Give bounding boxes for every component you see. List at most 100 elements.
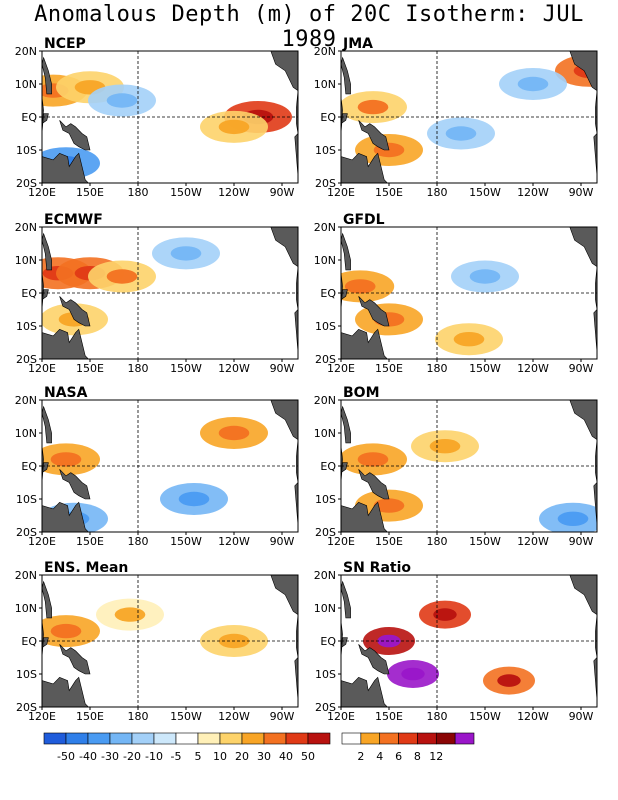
colorbar-label: 20 [235,750,249,763]
panel-title: ENS. Mean [44,560,128,576]
x-tick-label: 90W [569,186,594,199]
landmass-4 [42,113,49,134]
snr-colorbar: 2 4 6 8 12 [341,732,475,763]
anomaly-core-5 [106,93,138,108]
page-title: Anomalous Depth (m) of 20C Isotherm: JUL… [34,2,584,52]
land-layer [42,575,298,707]
x-tick-label: 180 [128,535,149,548]
x-tick-label: 120E [28,186,56,199]
y-tick-label: 10N [314,78,336,91]
x-tick-label: 150E [375,362,403,375]
y-tick-label: 10S [16,668,37,681]
landmass-0 [42,152,89,183]
landmass-1 [59,469,91,500]
landmass-6 [294,657,298,701]
x-tick-label: 150E [76,186,104,199]
anomaly-core-2 [178,491,210,507]
field-layer [341,260,519,356]
x-tick-label: 120E [28,535,56,548]
anomaly-colorbar: -50 -40 -30 -20 -10 -5 5 10 20 30 40 50 [43,732,331,763]
colorbar-label: 8 [414,750,421,763]
landmass-1 [358,120,390,151]
field-layer [42,237,220,336]
colorbar-label: -30 [101,750,119,763]
panel-title: JMA [342,36,373,52]
y-tick-label: EQ [21,635,37,648]
colorbar-label: -20 [123,750,141,763]
y-tick-label: EQ [21,111,37,124]
x-tick-label: 120E [327,362,355,375]
colorbar-swatch [43,732,67,745]
y-tick-label: 20N [15,45,37,58]
x-tick-label: 180 [427,710,448,723]
y-tick-label: 20S [16,701,37,714]
landmass-0 [341,676,388,707]
colorbar-label: -40 [79,750,97,763]
y-tick-label: 20N [15,569,37,582]
x-tick-label: 120W [218,535,250,548]
y-tick-label: 10S [16,320,37,333]
landmass-3 [341,580,351,619]
landmass-3 [341,56,351,95]
landmass-0 [42,676,89,707]
y-tick-label: 20N [15,221,37,234]
landmass-3 [341,232,351,271]
y-tick-label: 20N [314,394,336,407]
y-tick-label: 10N [314,602,336,615]
colorbar-swatch [65,732,89,745]
colorbar-swatch [307,732,331,745]
landmass-5 [569,227,597,310]
x-tick-label: 120W [517,362,549,375]
colorbar-swatch [454,732,475,745]
landmass-1 [358,644,390,675]
landmass-1 [59,644,91,675]
anomaly-core-3 [445,126,477,141]
y-tick-label: 20S [16,526,37,539]
land-layer [341,51,597,183]
landmass-6 [593,657,597,701]
x-tick-label: 90W [270,710,295,723]
x-tick-label: 120W [517,535,549,548]
x-tick-label: 90W [270,186,295,199]
y-tick-label: 10N [314,254,336,267]
landmass-3 [42,232,52,271]
x-tick-label: 180 [128,362,149,375]
x-tick-label: 120W [218,362,250,375]
colorbar-label: -5 [171,750,182,763]
x-tick-label: 150E [375,186,403,199]
x-tick-label: 150W [469,535,501,548]
landmass-1 [59,296,91,327]
landmass-6 [593,482,597,526]
x-tick-label: 90W [569,535,594,548]
landmass-4 [42,637,49,658]
landmass-6 [294,309,298,353]
colorbar-label: 12 [429,750,443,763]
x-tick-label: 150W [469,710,501,723]
colorbar-swatch [435,732,456,745]
y-tick-label: 20S [315,526,336,539]
colorbar-swatch [241,732,265,745]
landmass-5 [270,51,298,134]
colorbar-label: 10 [213,750,227,763]
landmass-5 [270,575,298,658]
y-tick-label: 20S [315,353,336,366]
landmass-0 [341,328,388,359]
colorbar-swatch [109,732,133,745]
y-tick-label: EQ [21,287,37,300]
x-tick-label: 120W [517,186,549,199]
x-tick-label: 150W [170,535,202,548]
x-tick-label: 180 [128,186,149,199]
x-tick-label: 180 [427,535,448,548]
landmass-6 [294,482,298,526]
colorbar-swatch [417,732,437,745]
y-tick-label: 10S [315,493,336,506]
x-tick-label: 120E [327,535,355,548]
anomaly-core-3 [218,119,250,135]
anomaly-core-0 [50,623,82,639]
landmass-5 [569,575,597,658]
y-tick-label: 10N [15,254,37,267]
anomaly-core-2 [114,607,146,622]
landmass-3 [42,405,52,444]
colorbar-swatch [398,732,418,745]
x-tick-label: 180 [427,362,448,375]
